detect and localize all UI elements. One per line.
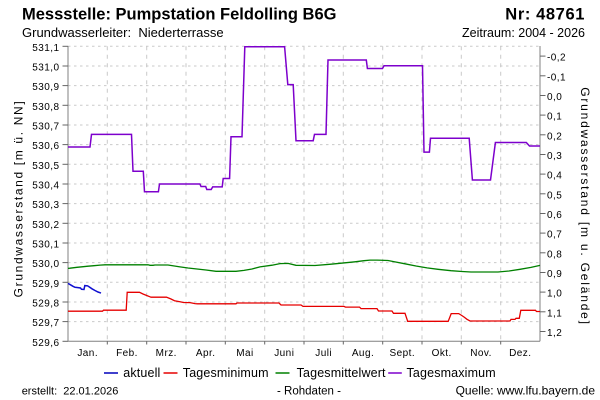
svg-text:Tagesmaximum: Tagesmaximum — [407, 366, 496, 380]
svg-text:Grundwasserleiter: Niederterr: Grundwasserleiter: Niederterrasse — [22, 25, 224, 40]
svg-text:aktuell: aktuell — [123, 366, 160, 380]
svg-text:Jan.: Jan. — [77, 348, 98, 359]
svg-text:0,6: 0,6 — [547, 210, 562, 221]
svg-text:0,9: 0,9 — [547, 269, 562, 280]
svg-text:-0,2: -0,2 — [547, 53, 566, 64]
svg-text:530,5: 530,5 — [32, 161, 59, 172]
svg-text:0,1: 0,1 — [547, 112, 562, 123]
svg-text:0,2: 0,2 — [547, 131, 562, 142]
svg-text:530,7: 530,7 — [32, 122, 59, 133]
svg-text:530,9: 530,9 — [32, 82, 59, 93]
svg-text:1,1: 1,1 — [547, 308, 562, 319]
svg-text:531,1: 531,1 — [32, 43, 59, 54]
svg-text:530,1: 530,1 — [32, 240, 59, 251]
svg-text:1,2: 1,2 — [547, 328, 562, 339]
svg-text:Mrz.: Mrz. — [156, 348, 177, 359]
svg-text:Aug.: Aug. — [352, 348, 374, 359]
svg-text:529,6: 529,6 — [32, 338, 59, 349]
svg-text:0,4: 0,4 — [547, 171, 562, 182]
svg-text:Apr.: Apr. — [196, 348, 216, 359]
svg-text:Juni: Juni — [274, 348, 294, 359]
svg-text:Dez.: Dez. — [509, 348, 531, 359]
svg-text:Grundwasserstand [m u. Gelände: Grundwasserstand [m u. Gelände] — [578, 87, 592, 326]
svg-text:0,8: 0,8 — [547, 249, 562, 260]
svg-text:Nr: 48761: Nr: 48761 — [505, 6, 585, 24]
svg-text:530,8: 530,8 — [32, 102, 59, 113]
svg-text:Okt.: Okt. — [432, 348, 452, 359]
svg-text:Juli: Juli — [315, 348, 332, 359]
svg-text:Quelle: www.lfu.bayern.de: Quelle: www.lfu.bayern.de — [456, 384, 596, 398]
svg-text:Nov.: Nov. — [470, 348, 492, 359]
svg-text:530,4: 530,4 — [32, 181, 59, 192]
svg-text:Sept.: Sept. — [389, 348, 415, 359]
svg-text:0,7: 0,7 — [547, 230, 562, 241]
svg-text:Tagesminimum: Tagesminimum — [183, 366, 269, 380]
svg-text:530,2: 530,2 — [32, 220, 59, 231]
svg-text:0,5: 0,5 — [547, 190, 562, 201]
svg-text:530,0: 530,0 — [32, 259, 59, 270]
svg-text:0,0: 0,0 — [547, 92, 562, 103]
svg-text:529,9: 529,9 — [32, 279, 59, 290]
svg-text:Feb.: Feb. — [116, 348, 138, 359]
svg-text:Messstelle: Pumpstation Feldol: Messstelle: Pumpstation Feldolling B6G — [22, 6, 336, 24]
svg-text:531,0: 531,0 — [32, 63, 59, 74]
svg-text:Grundwasserstand [m ü. NN]: Grundwasserstand [m ü. NN] — [12, 100, 26, 298]
svg-text:529,7: 529,7 — [32, 318, 59, 329]
svg-text:530,3: 530,3 — [32, 200, 59, 211]
svg-text:-0,1: -0,1 — [547, 72, 566, 83]
svg-text:erstellt: 22.01.2026: erstellt: 22.01.2026 — [22, 386, 119, 398]
svg-text:Zeitraum: 2004 - 2026: Zeitraum: 2004 - 2026 — [462, 26, 585, 40]
svg-text:529,8: 529,8 — [32, 299, 59, 310]
svg-text:1,0: 1,0 — [547, 289, 562, 300]
svg-text:Mai: Mai — [236, 348, 253, 359]
svg-text:Tagesmittelwert: Tagesmittelwert — [297, 366, 386, 380]
svg-text:530,6: 530,6 — [32, 141, 59, 152]
svg-text:- Rohdaten -: - Rohdaten - — [277, 386, 341, 398]
svg-text:0,3: 0,3 — [547, 151, 562, 162]
